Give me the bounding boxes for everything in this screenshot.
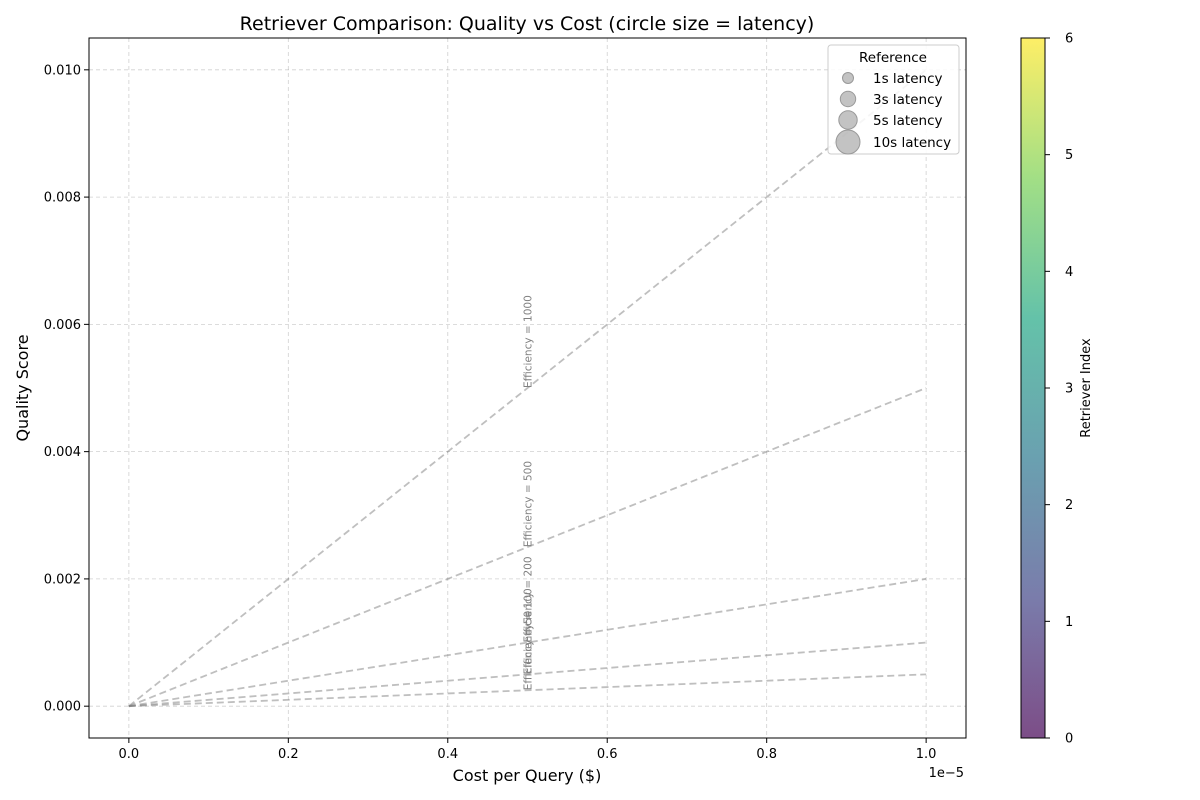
legend-marker: [839, 90, 857, 108]
colorbar-tick-label: 0: [1065, 732, 1073, 747]
colorbar-tick-label: 5: [1065, 148, 1073, 163]
y-tick-label: 0.006: [44, 318, 81, 333]
efficiency-line-labels: Efficiency = 1000 Efficiency = 500 Efficie…: [523, 295, 535, 690]
x-tick-label: 0.2: [278, 747, 299, 762]
efficiency-line-label: Efficiency = 1000: [523, 295, 535, 388]
legend-entry-label: 3s latency: [873, 92, 943, 108]
x-axis-ticks: 0.0 0.2 0.4 0.6 0.8 1.0: [119, 738, 937, 762]
x-tick-label: 0.6: [597, 747, 618, 762]
colorbar-tick-label: 4: [1065, 265, 1073, 280]
x-tick-label: 0.4: [437, 747, 458, 762]
grid: [89, 38, 966, 738]
legend-entry-label: 10s latency: [873, 135, 951, 151]
colorbar-tick-label: 6: [1065, 32, 1073, 47]
x-tick-label: 1.0: [916, 747, 937, 762]
colorbar-gradient: [1021, 38, 1045, 738]
y-axis-label: Quality Score: [13, 334, 32, 441]
legend-entries: 1s latency 3s latency 5s latency 10s latenc…: [835, 71, 951, 155]
x-axis-offset-text: 1e−5: [929, 766, 964, 781]
legend: Reference 1s latency 3s latency 5s latency…: [827, 44, 960, 155]
colorbar-tick-label: 3: [1065, 382, 1073, 397]
legend-entry-label: 1s latency: [873, 71, 943, 87]
efficiency-lines: [128, 69, 927, 708]
x-tick-label: 0.8: [756, 747, 777, 762]
plot-frame: [88, 37, 967, 739]
efficiency-line-label: Efficiency = 200: [523, 556, 535, 642]
legend-marker: [838, 110, 858, 130]
x-axis-label: Cost per Query ($): [453, 766, 602, 785]
y-axis-ticks: 0.000 0.002 0.004 0.006 0.008 0.010: [44, 63, 89, 715]
x-tick-label: 0.0: [119, 747, 140, 762]
chart-title: Retriever Comparison: Quality vs Cost (c…: [240, 13, 815, 35]
legend-entry-label: 5s latency: [873, 113, 943, 129]
y-tick-label: 0.004: [44, 445, 81, 460]
colorbar-tick-label: 2: [1065, 498, 1073, 513]
efficiency-line-label: Efficiency = 50: [523, 611, 535, 690]
efficiency-line-label: Efficiency = 100: [523, 588, 535, 674]
legend-title: Reference: [859, 50, 927, 66]
y-tick-label: 0.000: [44, 700, 81, 715]
y-tick-label: 0.002: [44, 572, 81, 587]
y-tick-label: 0.010: [44, 63, 81, 78]
efficiency-line-label: Efficiency = 500: [523, 461, 535, 547]
colorbar-ticks: 0 1 2 3 4 5 6: [1045, 32, 1073, 747]
legend-box: [827, 44, 960, 155]
colorbar-label: Retriever Index: [1079, 338, 1094, 438]
efficiency-line: [128, 673, 927, 708]
legend-marker: [835, 129, 861, 155]
legend-marker: [842, 72, 854, 84]
efficiency-line: [128, 641, 927, 708]
colorbar: 0 1 2 3 4 5 6 Retriever Index: [1020, 32, 1094, 747]
efficiency-line: [128, 578, 927, 708]
colorbar-tick-label: 1: [1065, 615, 1073, 630]
efficiency-line: [128, 69, 927, 707]
y-tick-label: 0.008: [44, 191, 81, 206]
efficiency-line: [128, 387, 927, 708]
